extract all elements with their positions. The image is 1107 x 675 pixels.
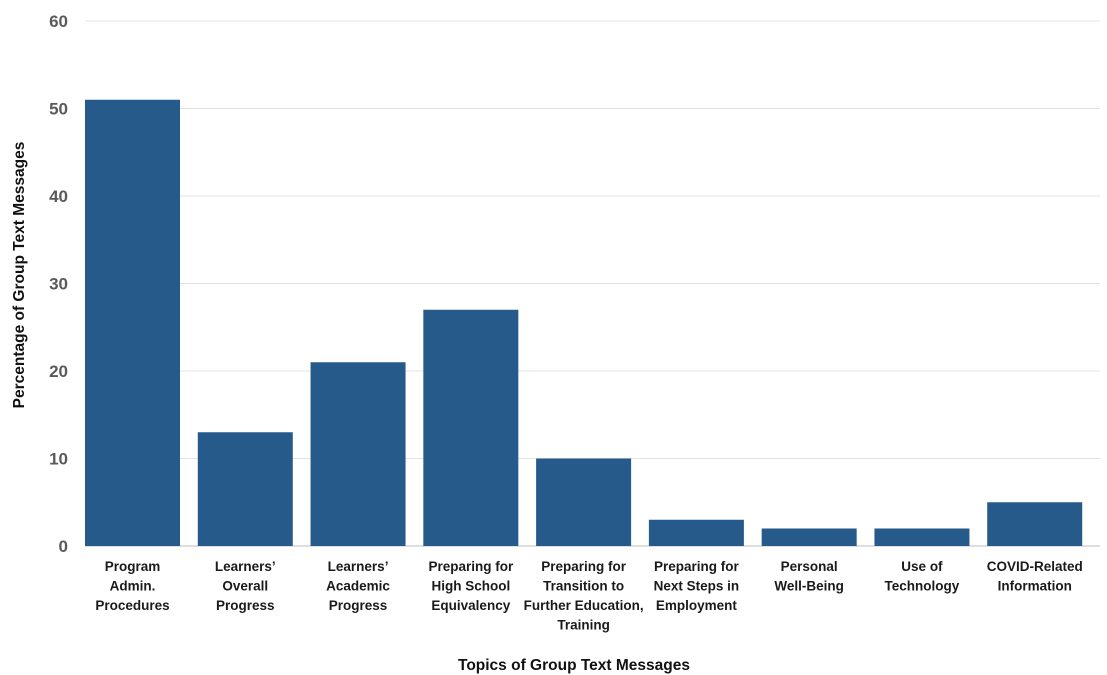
bar: [536, 458, 632, 546]
x-tick-label-line: Further Education,: [524, 598, 644, 613]
y-tick-label: 0: [59, 537, 68, 556]
bars: [85, 99, 1083, 546]
x-tick-label-line: Learners’: [328, 559, 389, 574]
bar: [197, 432, 293, 546]
x-tick-label-line: Equivalency: [431, 598, 510, 613]
x-tick-label-line: Employment: [656, 598, 738, 613]
x-tick-label-line: Admin.: [110, 579, 156, 594]
x-tick-label-line: Overall: [222, 579, 268, 594]
x-tick-label: COVID-Related Information: [987, 559, 1083, 594]
x-tick-label-line: Transition to: [543, 579, 624, 594]
x-tick-label-line: Use of: [901, 559, 943, 574]
bar: [423, 309, 519, 546]
x-tick-label: Preparing for Transition to Further Educat…: [524, 559, 644, 633]
bar: [648, 519, 744, 546]
y-axis-title: Percentage of Group Text Messages: [11, 142, 28, 409]
y-tick-label: 50: [49, 100, 68, 119]
x-tick-label-line: Information: [998, 579, 1072, 594]
x-tick-label-line: High School: [431, 579, 510, 594]
x-tick-label-line: Progress: [329, 598, 388, 613]
x-axis-category-labels: Program Admin. Procedures Learners’ Overall P…: [95, 559, 1082, 633]
y-tick-label: 40: [49, 187, 68, 206]
x-tick-label-line: Personal: [781, 559, 838, 574]
bar: [310, 362, 406, 546]
x-tick-label: Learners’ Overall Progress: [215, 559, 276, 613]
x-tick-label-line: Well-Being: [774, 579, 844, 594]
x-axis-title: Topics of Group Text Messages: [458, 657, 690, 674]
x-tick-label-line: Preparing for: [541, 559, 627, 574]
x-tick-label-line: Next Steps in: [654, 579, 740, 594]
y-tick-label: 20: [49, 362, 68, 381]
bar: [987, 502, 1083, 546]
x-tick-label-line: Progress: [216, 598, 275, 613]
y-tick-label: 30: [49, 275, 68, 294]
x-tick-label-line: COVID-Related: [987, 559, 1083, 574]
x-tick-label-line: Preparing for: [654, 559, 740, 574]
x-tick-label-line: Learners’: [215, 559, 276, 574]
bar: [874, 528, 970, 546]
x-tick-label: Preparing for Next Steps in Employment: [654, 559, 740, 613]
x-tick-label: Program Admin. Procedures: [95, 559, 169, 613]
x-tick-label: Use of Technology: [885, 559, 960, 594]
x-tick-label-line: Preparing for: [428, 559, 514, 574]
x-tick-label: Personal Well-Being: [774, 559, 844, 594]
x-tick-label-line: Technology: [885, 579, 960, 594]
x-tick-label-line: Training: [557, 618, 610, 633]
x-tick-label-line: Procedures: [95, 598, 169, 613]
x-tick-label-line: Program: [105, 559, 161, 574]
bar: [85, 99, 180, 546]
y-tick-label: 60: [49, 12, 68, 31]
x-tick-label: Learners’ Academic Progress: [326, 559, 390, 613]
y-axis-ticks: 0 10 20 30 40 50 60: [49, 12, 68, 556]
x-tick-label: Preparing for High School Equivalency: [428, 559, 514, 613]
y-tick-label: 10: [49, 450, 68, 469]
x-tick-label-line: Academic: [326, 579, 390, 594]
bar: [761, 528, 857, 546]
